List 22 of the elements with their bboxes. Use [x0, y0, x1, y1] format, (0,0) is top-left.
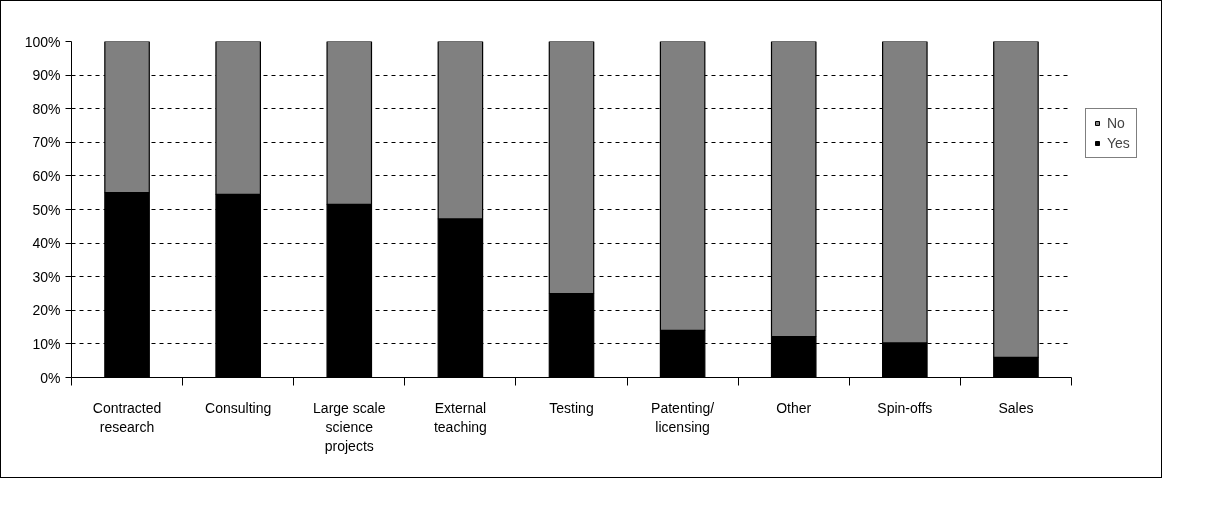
- y-tick-label: 30%: [32, 268, 61, 285]
- y-tick-label: 70%: [32, 134, 61, 151]
- y-tick-label: 20%: [32, 302, 61, 319]
- x-tick-label: Consulting: [205, 399, 272, 416]
- y-tick-label: 100%: [24, 33, 61, 50]
- legend-label: Yes: [1107, 135, 1130, 151]
- x-tick-label: External teaching: [433, 399, 487, 435]
- x-tick-label: Large scale science projects: [313, 399, 386, 454]
- y-tick-label: 0%: [40, 369, 61, 386]
- x-tick-label: Other: [776, 399, 812, 416]
- x-tick-label: Testing: [549, 399, 594, 416]
- x-tick-label: Contracted research: [92, 399, 162, 435]
- y-tick-label: 60%: [32, 167, 61, 184]
- y-tick-label: 10%: [32, 335, 61, 352]
- y-tick-label: 40%: [32, 235, 61, 252]
- y-tick-label: 90%: [32, 67, 61, 84]
- x-tick-label: Sales: [998, 399, 1034, 416]
- x-tick-label: Patenting/licensing: [651, 399, 715, 435]
- y-tick-label: 80%: [32, 100, 61, 117]
- x-tick-label: Spin-offs: [877, 399, 933, 416]
- legend-label: No: [1107, 115, 1126, 131]
- y-tick-label: 50%: [32, 201, 61, 218]
